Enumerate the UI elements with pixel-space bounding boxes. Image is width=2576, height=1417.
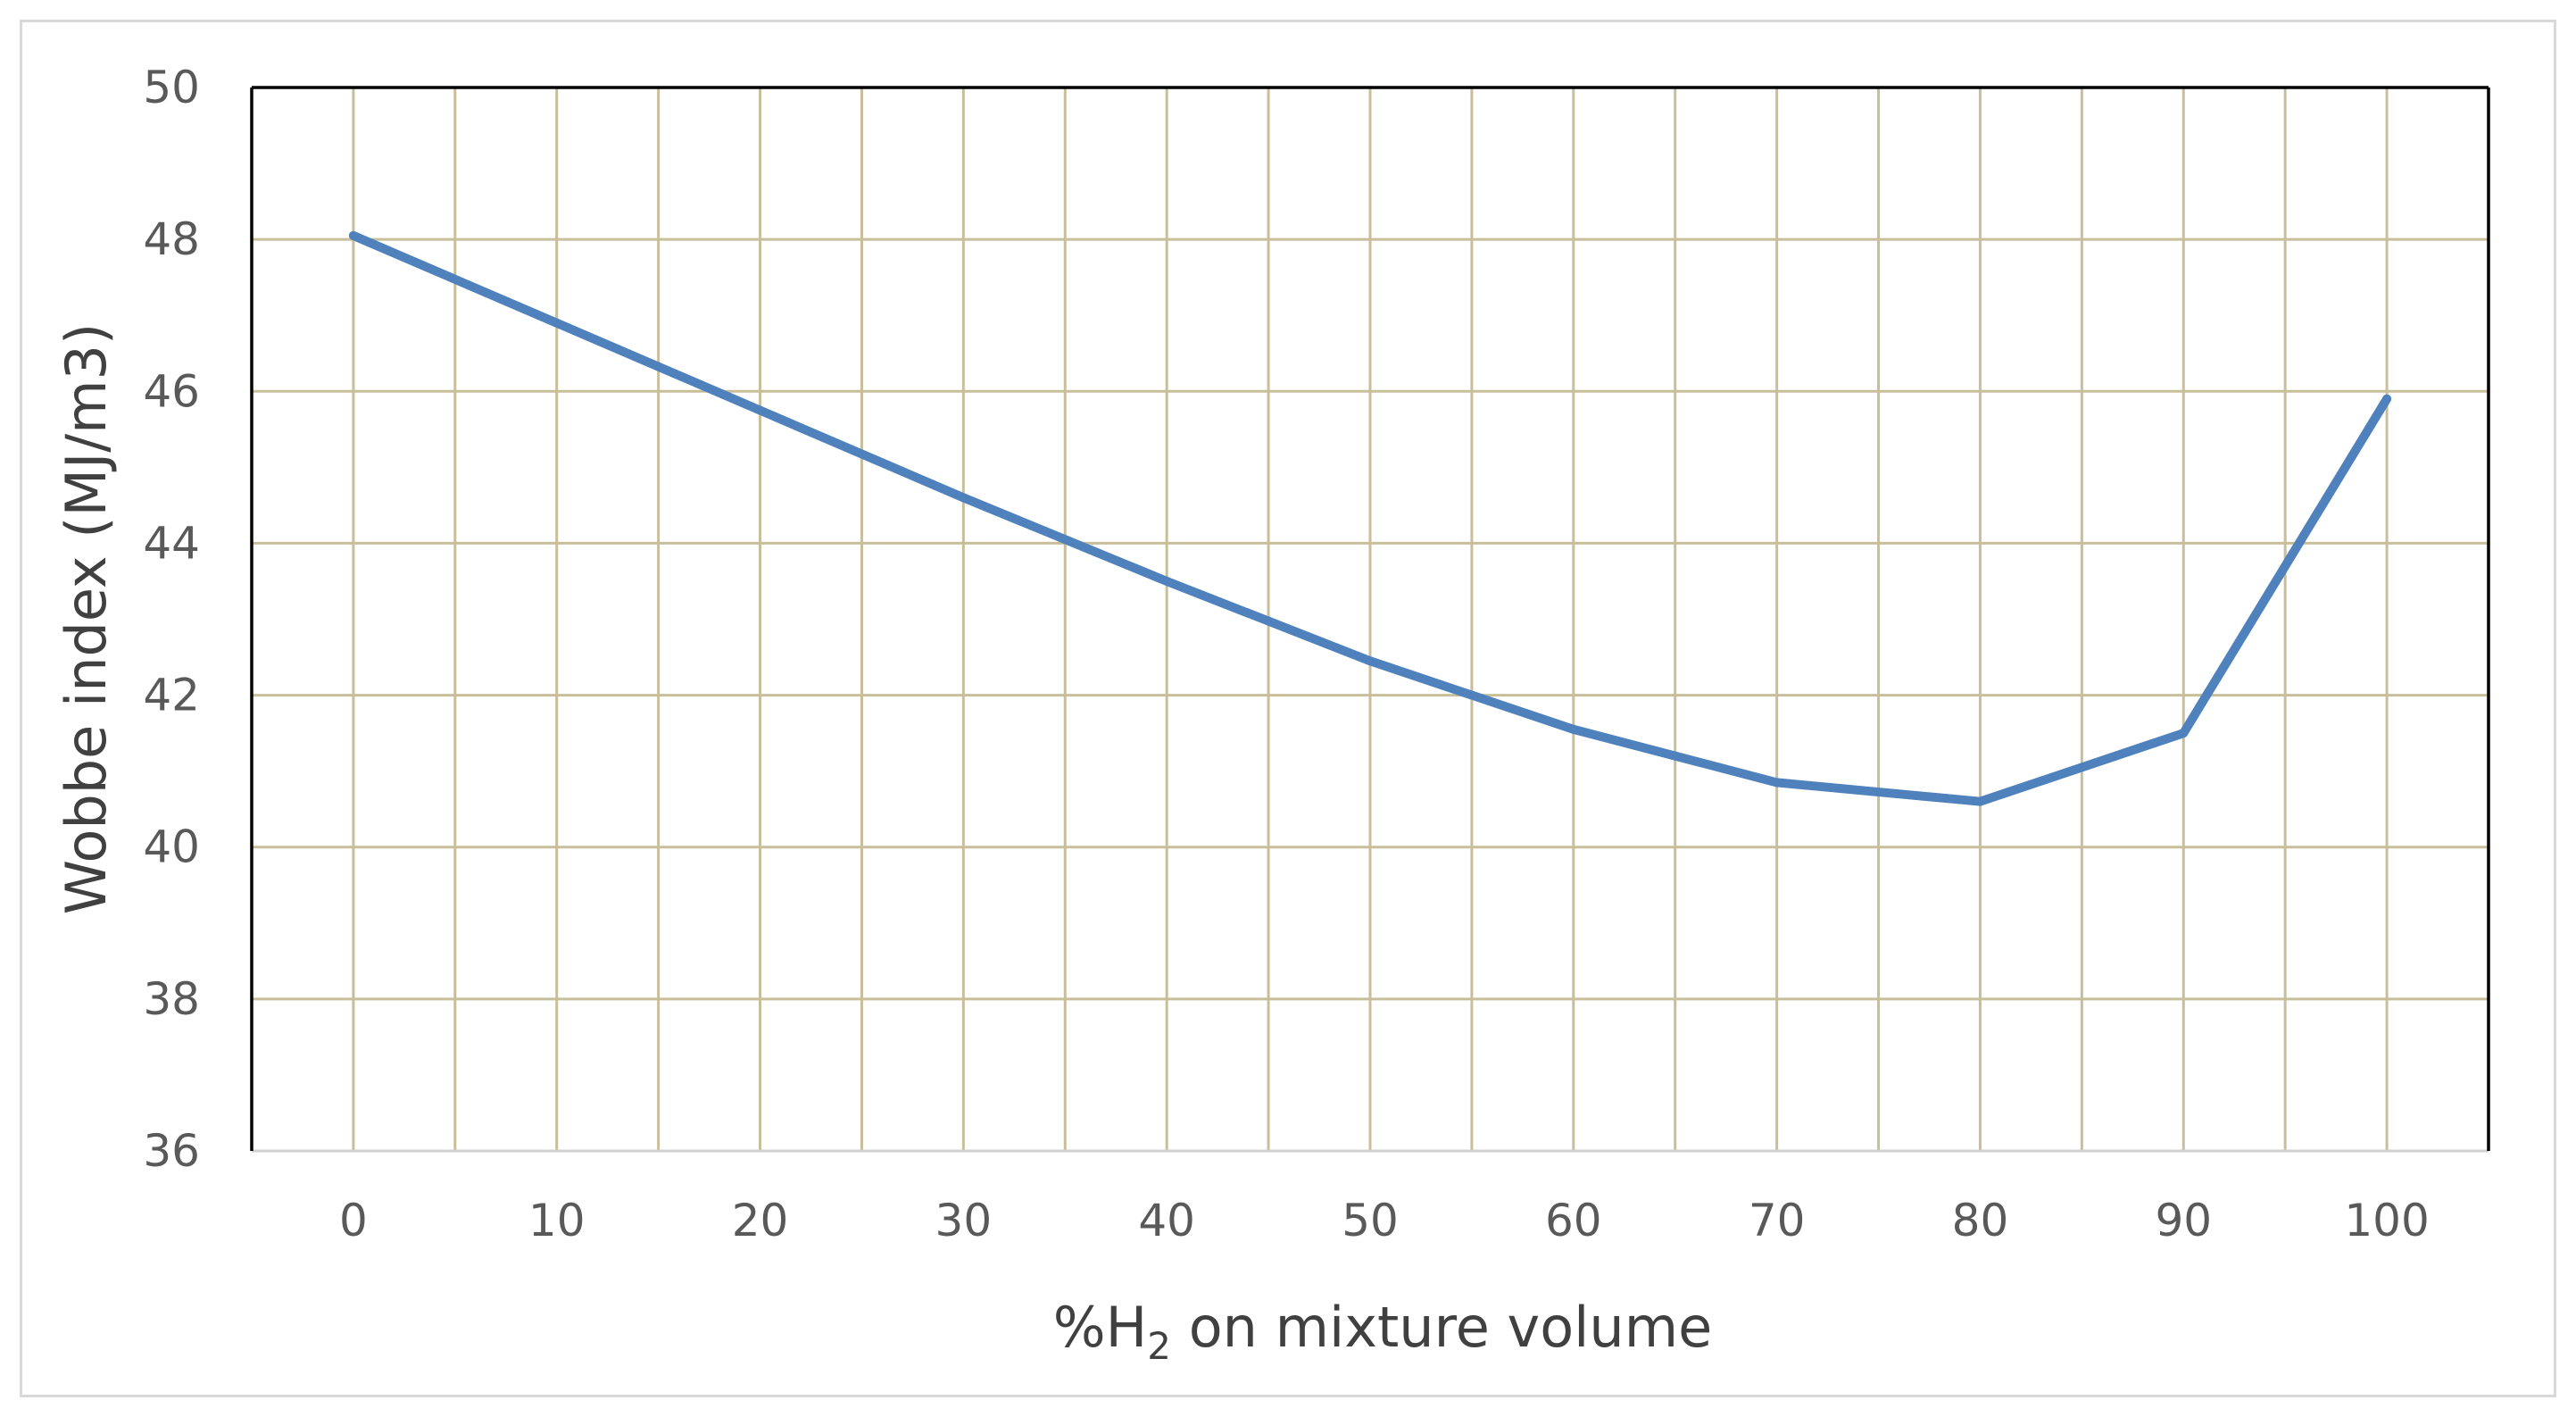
x-tick-label: 0 (339, 1195, 368, 1246)
x-tick-label: 60 (1545, 1195, 1602, 1246)
x-axis-title-rest: on mixture volume (1171, 1295, 1712, 1360)
data-point (1975, 796, 1985, 806)
y-axis-title: Wobbe index (MJ/m3) (54, 323, 119, 914)
x-tick-label: 50 (1342, 1195, 1399, 1246)
y-tick-label: 38 (143, 973, 200, 1025)
x-tick-label: 70 (1749, 1195, 1806, 1246)
plot-area-border (250, 86, 2490, 1153)
x-axis-title-main: %H (1053, 1295, 1148, 1360)
x-tick-label: 10 (528, 1195, 586, 1246)
x-axis-title: %H2 on mixture volume (1053, 1295, 1713, 1368)
x-axis-tick-labels: 0 10 20 30 40 50 60 70 80 90 100 (339, 1195, 2430, 1246)
y-tick-label: 36 (143, 1125, 200, 1177)
data-point (1162, 576, 1172, 586)
data-point (2179, 729, 2189, 738)
data-point (348, 230, 358, 240)
data-point (755, 405, 765, 415)
y-tick-label: 40 (143, 821, 200, 873)
y-axis-tick-labels: 36 38 40 42 44 46 48 50 (143, 62, 200, 1177)
y-tick-label: 42 (143, 670, 200, 721)
data-point (1772, 778, 1782, 788)
x-axis-title-subscript: 2 (1147, 1324, 1171, 1368)
data-point (1366, 656, 1375, 666)
x-tick-label: 80 (1952, 1195, 2009, 1246)
x-tick-label: 40 (1138, 1195, 1195, 1246)
chart-frame (20, 20, 2556, 1397)
data-point (2382, 394, 2392, 404)
data-point (959, 493, 968, 503)
x-tick-label: 100 (2344, 1195, 2429, 1246)
x-tick-label: 90 (2155, 1195, 2212, 1246)
x-tick-label: 20 (732, 1195, 789, 1246)
y-tick-label: 48 (143, 213, 200, 265)
y-tick-label: 50 (143, 62, 200, 113)
data-point (552, 318, 561, 328)
series-layer (348, 230, 2392, 806)
y-tick-label: 46 (143, 365, 200, 417)
grid (252, 88, 2489, 1151)
x-tick-label: 30 (935, 1195, 993, 1246)
data-point (1568, 724, 1578, 734)
y-tick-label: 44 (143, 517, 200, 569)
